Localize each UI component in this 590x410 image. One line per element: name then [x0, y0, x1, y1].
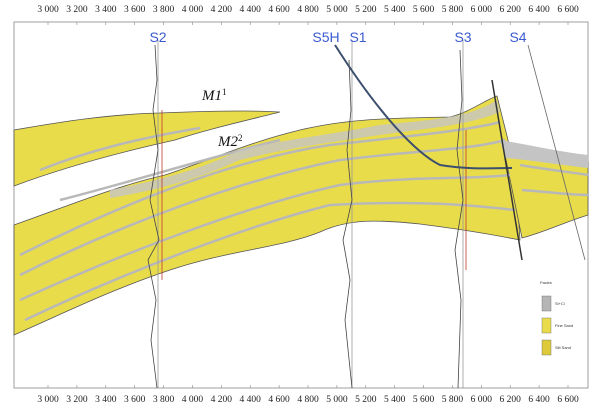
x-tick-label: 5 800: [442, 395, 464, 405]
well-logs: [147, 40, 464, 389]
x-tick-label: 5 200: [355, 395, 377, 405]
x-tick-label: 3 000: [37, 395, 59, 405]
legend-swatch: [541, 339, 552, 356]
x-tick-label: 5 200: [355, 5, 377, 15]
x-tick-label: 4 000: [182, 5, 204, 15]
x-tick-label: 3 200: [66, 395, 88, 405]
x-tick-label: 3 400: [95, 395, 117, 405]
well-label: S3: [454, 29, 471, 45]
x-tick-label: 3 800: [153, 395, 175, 405]
layer-label: M22: [217, 133, 243, 150]
x-tick-label: 5 400: [384, 5, 406, 15]
x-tick-label: 5 000: [326, 395, 348, 405]
x-tick-label: 6 600: [557, 5, 579, 15]
x-tick-label: 6 200: [500, 5, 522, 15]
fault: [491, 79, 523, 261]
x-tick-label: 4 600: [268, 395, 290, 405]
x-tick-label: 6 000: [471, 5, 493, 15]
x-tick-label: 6 600: [557, 395, 579, 405]
gray-zone: [110, 100, 500, 198]
layer-name: M1: [201, 88, 222, 104]
x-tick-label: 5 400: [384, 395, 406, 405]
legend-label: Fine Sand: [555, 323, 573, 328]
x-tick-label: 5 000: [326, 5, 348, 15]
x-tick-label: 4 800: [297, 395, 319, 405]
x-tick-label: 5 600: [413, 395, 435, 405]
well-label: S2: [149, 29, 166, 45]
x-tick-label: 3 200: [66, 5, 88, 15]
well-label: S5H: [312, 29, 339, 45]
x-tick-label: 4 600: [268, 5, 290, 15]
x-tick-label: 4 200: [211, 5, 233, 15]
deviated-well: [334, 44, 513, 170]
legend-swatch: [541, 295, 552, 312]
x-tick-label: 3 000: [37, 5, 59, 15]
layer-name: M2: [217, 134, 238, 150]
layer-index: 2: [238, 133, 243, 143]
x-tick-label: 4 200: [211, 395, 233, 405]
x-tick-label: 3 800: [153, 5, 175, 15]
well-label: S1: [349, 29, 366, 45]
gray-zone-right: [500, 140, 588, 168]
x-tick-label: 4 400: [240, 5, 262, 15]
legend-label: Silt Sand: [555, 345, 571, 350]
x-tick-label: 4 000: [182, 395, 204, 405]
x-tick-label: 4 800: [297, 5, 319, 15]
layer-index: 1: [222, 87, 227, 97]
x-tick-label: 6 400: [528, 395, 550, 405]
x-tick-label: 6 000: [471, 395, 493, 405]
legend-label: Si+Cl: [555, 301, 565, 306]
legend: Facies Si+Cl Fine Sand Silt Sand: [540, 280, 573, 356]
x-tick-label: 3 400: [95, 5, 117, 15]
x-tick-label: 4 400: [240, 395, 262, 405]
x-tick-label: 3 600: [124, 5, 146, 15]
x-tick-label: 5 600: [413, 5, 435, 15]
axis: 3 000 3 000 3 200 3 200 3 400 3 400 3 600 3 600…: [37, 5, 579, 405]
m2-body: [13, 95, 521, 336]
well-label: S4: [509, 29, 526, 45]
legend-swatch: [541, 317, 552, 334]
x-tick-label: 6 200: [500, 395, 522, 405]
x-tick-label: 3 600: [124, 395, 146, 405]
m1-body: [13, 110, 281, 187]
layer-label: M11: [201, 87, 227, 104]
legend-title: Facies: [540, 280, 552, 285]
x-tick-label: 6 400: [528, 5, 550, 15]
x-tick-label: 5 800: [442, 5, 464, 15]
well-s4: [527, 44, 586, 261]
